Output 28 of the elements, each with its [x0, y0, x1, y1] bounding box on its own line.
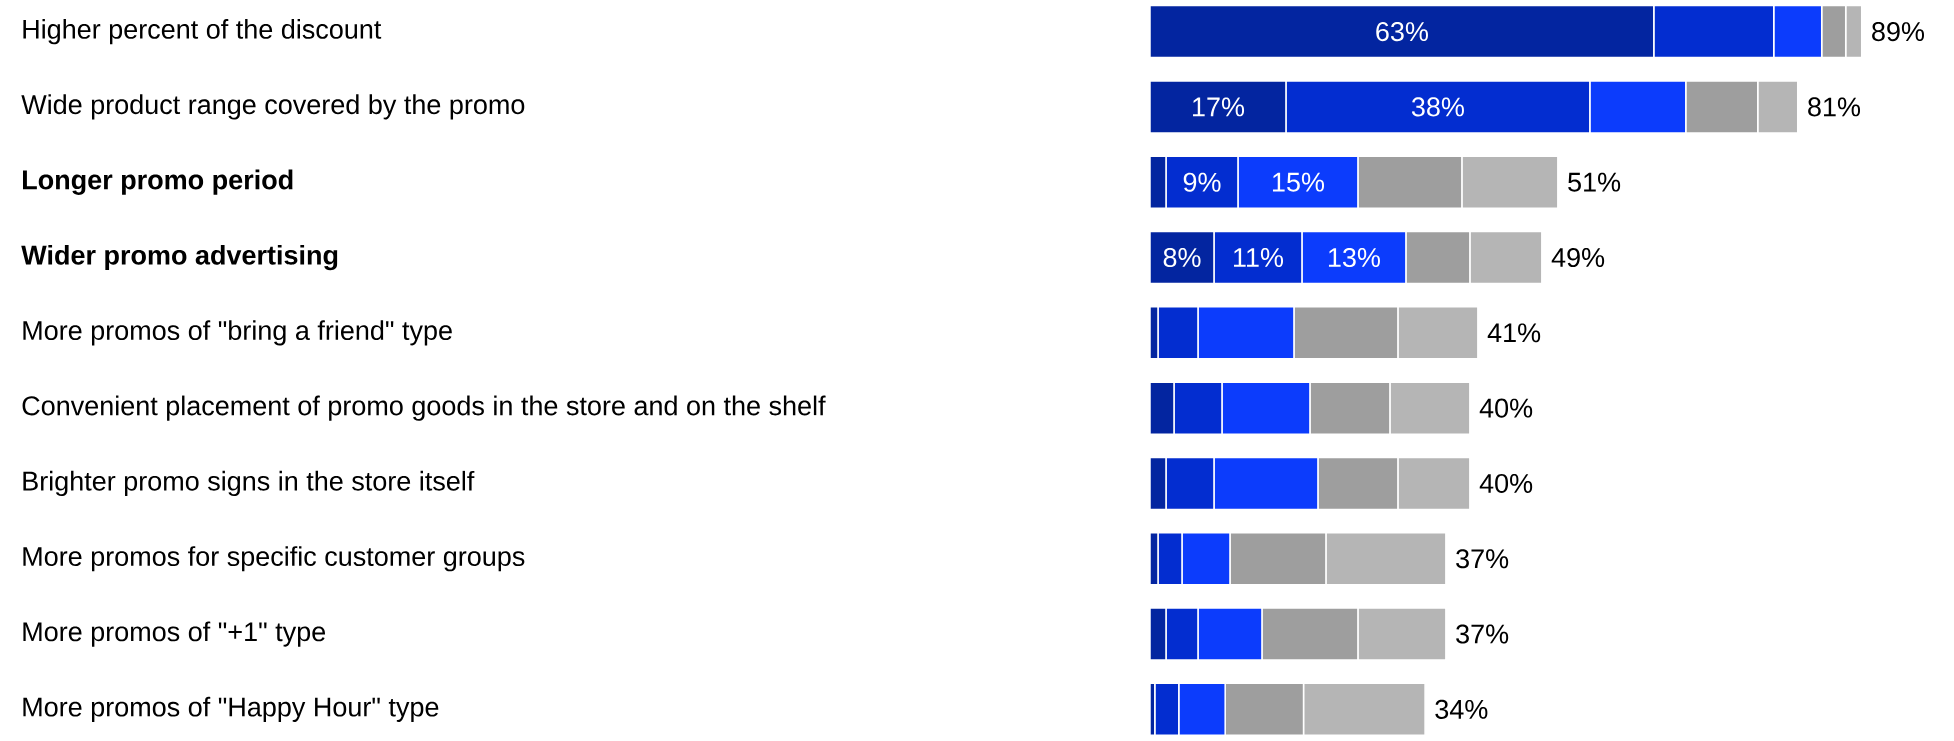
- y-tick-label: Higher percent of the discount: [23, 19, 382, 45]
- total-label: 89%: [1872, 22, 1924, 42]
- y-tick-label: Longer promo period: [23, 169, 293, 195]
- data-label: 17%: [1193, 97, 1245, 117]
- data-label: 63%: [1376, 22, 1428, 42]
- total-label: 49%: [1551, 247, 1605, 268]
- y-tick-label: Brighter promo signs in the store itself: [23, 470, 475, 497]
- y-tick-label: Wide product range covered by the promo: [21, 94, 525, 120]
- y-tick-label: Wider promo advertising: [21, 244, 338, 271]
- total-label: 40%: [1479, 398, 1533, 418]
- data-label: 38%: [1411, 97, 1464, 117]
- data-label: 8%: [1163, 247, 1201, 268]
- y-tick-label: Convenient placement of promo goods in the store and on the shelf: [22, 395, 826, 421]
- total-label: 81%: [1808, 97, 1861, 117]
- total-label: 37%: [1456, 624, 1509, 644]
- total-label: 40%: [1479, 473, 1533, 493]
- y-tick-label: More promos of "Happy Hour" type: [23, 696, 439, 722]
- total-label: 51%: [1568, 172, 1621, 192]
- total-label: 34%: [1435, 699, 1488, 719]
- total-label: 37%: [1456, 549, 1509, 569]
- data-label: 11%: [1234, 248, 1284, 267]
- y-tick-label: More promos for specific customer groups: [23, 546, 525, 572]
- data-label: 13%: [1328, 247, 1380, 268]
- y-tick-label: More promos of "+1" type: [23, 621, 326, 647]
- total-label: 41%: [1487, 323, 1541, 343]
- data-label: 9%: [1183, 172, 1221, 192]
- data-label: 15%: [1272, 172, 1325, 192]
- y-tick-label: More promos of "bring a friend" type: [23, 320, 452, 346]
